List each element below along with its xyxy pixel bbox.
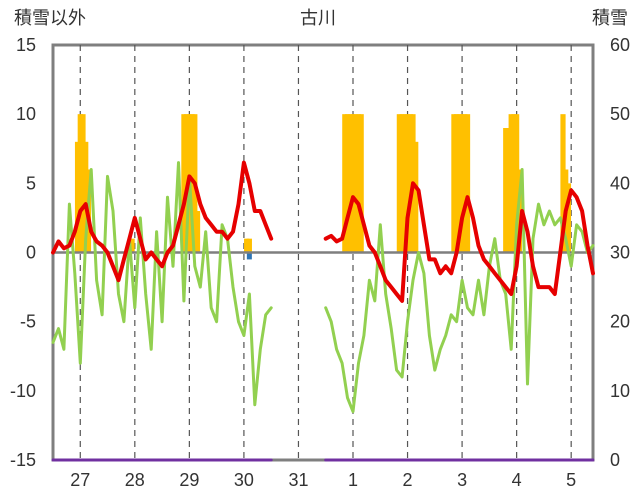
bar [402,114,408,253]
series-green-line [324,168,595,414]
bar [353,114,359,253]
x-tick-label: 28 [125,470,145,490]
x-tick-label: 1 [348,470,358,490]
y-right-tick-label: 10 [610,381,630,401]
y-left-tick-label: -10 [10,381,36,401]
bar [396,114,402,253]
x-tick-label: 5 [566,470,576,490]
x-tick-label: 30 [234,470,254,490]
bar [355,114,362,253]
right-axis-label: 積雪 [592,8,628,29]
bar [358,114,364,253]
bar [459,114,465,253]
series-green-line [51,161,273,407]
bar [503,128,509,253]
x-tick-label: 31 [288,470,308,490]
bar [451,114,457,253]
x-tick-label: 3 [457,470,467,490]
y-right-tick-label: 40 [610,173,630,193]
series-red-line [51,160,274,283]
plot-area: 27 28 29 30 31 1 2 3 4 5 -15 -10 -5 0 5 10 15 0 10 20 30 40 50… [10,35,630,490]
y-left-tick-label: 0 [26,243,36,263]
chart-title: 古川 [300,8,336,29]
bar [342,114,348,253]
y-right-tick-label: 60 [610,35,630,55]
bar [407,114,413,253]
bar [347,114,353,253]
bar [462,114,468,253]
bar [244,238,250,253]
blue-bar [246,252,252,260]
bar [404,114,411,253]
y-right-tick-label: 50 [610,104,630,124]
x-tick-label: 4 [512,470,522,490]
bar [194,211,201,253]
bar [560,114,566,253]
bar [350,114,356,253]
bar [511,114,517,253]
series-red-line [323,181,595,303]
bar [454,114,460,253]
bar [80,114,86,253]
x-tick-label: 2 [403,470,413,490]
bar [246,238,252,253]
bar [413,141,419,253]
x-tick-label: 29 [179,470,199,490]
x-tick-label: 27 [70,470,90,490]
bar [464,114,471,253]
bar [83,141,89,253]
y-left-tick-label: 5 [26,173,36,193]
left-axis-label: 積雪以外 [14,8,86,29]
bar [189,114,195,253]
bar [74,141,81,253]
bar [456,114,462,253]
y-left-tick-label: -15 [10,450,36,470]
bar [514,114,520,253]
bar [129,238,135,253]
bar [399,114,405,253]
bar [344,114,351,253]
y-right-tick-label: 20 [610,312,630,332]
bar [565,183,572,253]
y-left-tick-label: -5 [20,312,36,332]
bar [77,114,83,253]
bar [181,114,187,253]
y-right-tick-label: 30 [610,243,630,263]
bar [505,128,512,253]
y-right-tick-label: 0 [610,450,620,470]
y-left-tick-label: 15 [16,35,36,55]
bar [508,114,514,253]
y-left-tick-label: 10 [16,104,36,124]
